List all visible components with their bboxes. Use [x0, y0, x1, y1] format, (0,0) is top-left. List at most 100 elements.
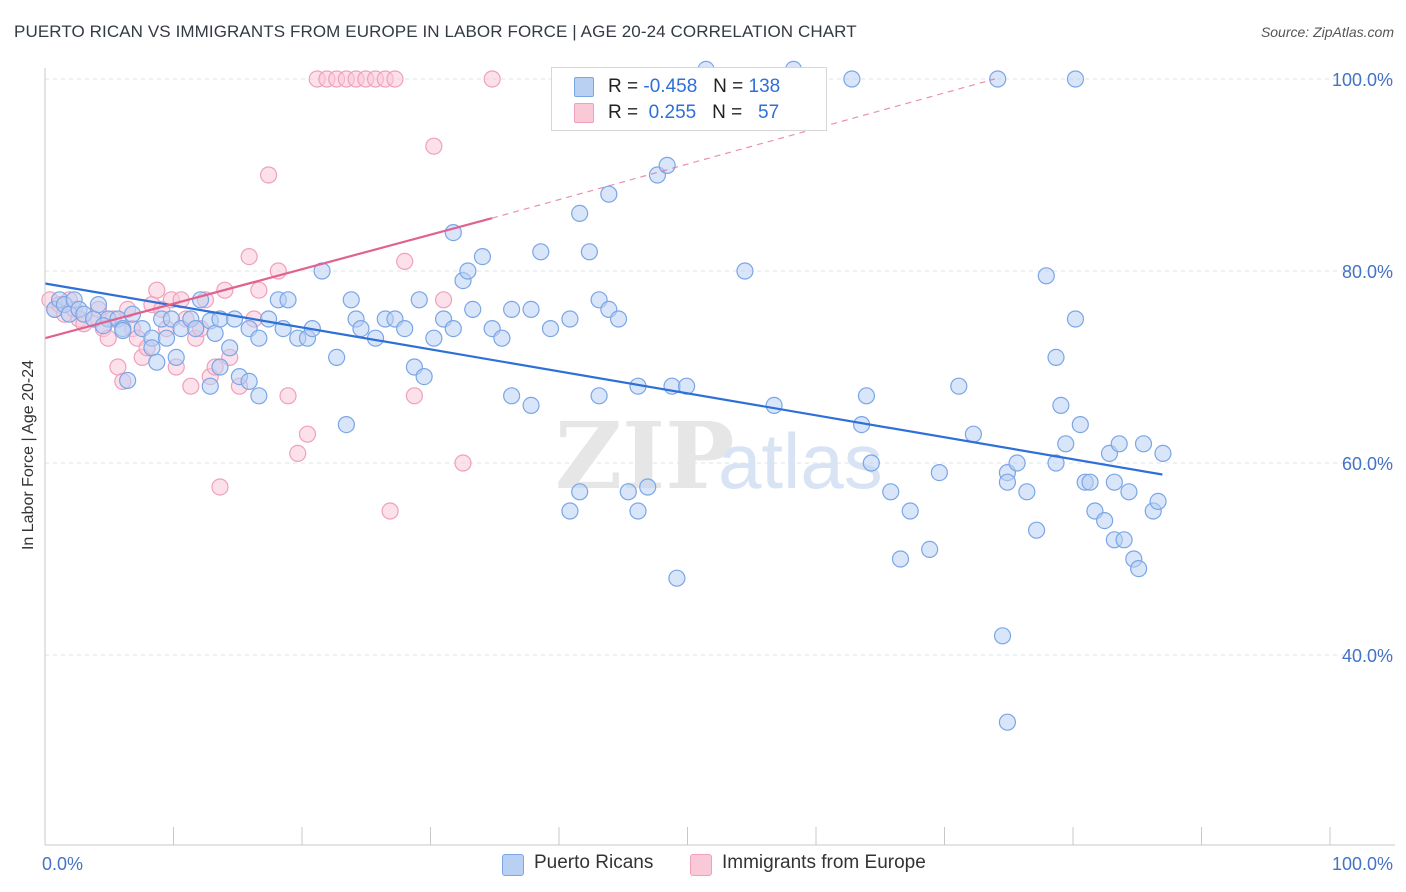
- data-point: [211, 358, 229, 376]
- data-point: [993, 627, 1012, 645]
- data-point: [109, 358, 127, 376]
- trend-lines: [44, 78, 1163, 476]
- x-tick-label: 0.0%: [42, 854, 83, 874]
- data-point: [1120, 483, 1138, 501]
- data-point: [1149, 492, 1167, 510]
- trend-line-puerto-ricans: [44, 282, 1163, 476]
- r-value: -0.458: [643, 76, 698, 97]
- y-axis-title: In Labor Force | Age 20-24: [20, 360, 37, 550]
- n-value: 57: [758, 102, 780, 123]
- data-point: [148, 281, 166, 299]
- data-point: [114, 321, 132, 340]
- data-point: [1105, 473, 1123, 491]
- y-tick-label: 100.0%: [1332, 70, 1393, 90]
- data-point: [1052, 396, 1070, 414]
- data-point: [425, 329, 443, 347]
- data-point: [1154, 444, 1172, 462]
- data-point: [298, 425, 317, 443]
- chart-title: PUERTO RICAN VS IMMIGRANTS FROM EUROPE I…: [14, 22, 857, 41]
- source-credit: Source: ZipAtlas.com: [1260, 24, 1394, 40]
- data-point: [434, 291, 453, 309]
- data-point: [600, 185, 618, 203]
- data-point: [201, 377, 219, 395]
- data-point: [250, 329, 268, 347]
- data-point: [668, 569, 686, 587]
- data-point: [89, 296, 108, 314]
- data-point: [381, 502, 399, 520]
- n-value: 138: [748, 76, 781, 97]
- data-point: [901, 502, 919, 520]
- series-puerto-ricans: [46, 60, 1172, 731]
- data-point: [328, 348, 346, 366]
- data-point: [250, 281, 268, 299]
- data-point: [1081, 473, 1099, 491]
- data-point: [541, 320, 560, 338]
- data-point: [1008, 454, 1026, 472]
- data-point: [765, 396, 783, 414]
- data-point: [167, 348, 185, 366]
- data-point: [1115, 531, 1133, 549]
- data-point: [998, 473, 1017, 491]
- legend-swatch-pink: [574, 103, 594, 123]
- data-point: [342, 291, 360, 309]
- data-point: [225, 310, 244, 328]
- data-point: [444, 320, 462, 338]
- data-point: [182, 377, 200, 395]
- data-point: [1066, 310, 1085, 328]
- data-point: [1047, 454, 1065, 472]
- data-point: [459, 262, 477, 280]
- data-point: [639, 478, 657, 496]
- n-label: N =: [713, 76, 744, 97]
- y-tick-label: 40.0%: [1342, 646, 1393, 666]
- n-label: N =: [712, 102, 743, 123]
- data-point: [240, 248, 258, 266]
- grid-layer: 40.0% 60.0% 80.0% 100.0%: [45, 70, 1395, 666]
- data-point: [1071, 416, 1089, 434]
- data-point: [503, 387, 521, 405]
- data-point: [240, 372, 258, 390]
- data-point: [736, 262, 754, 280]
- watermark-atlas: atlas: [718, 417, 883, 505]
- data-point: [279, 291, 297, 309]
- data-point: [415, 368, 433, 386]
- data-point: [259, 310, 278, 328]
- data-point: [964, 425, 982, 443]
- data-point: [1066, 70, 1085, 88]
- data-point: [221, 339, 239, 357]
- data-point: [493, 329, 511, 347]
- data-point: [454, 454, 472, 472]
- data-point: [989, 70, 1007, 88]
- data-point: [119, 371, 137, 390]
- trend-line-immigrants-from-europe: [44, 217, 493, 340]
- data-point: [1037, 267, 1055, 285]
- data-point: [658, 156, 676, 174]
- data-point: [1134, 435, 1153, 453]
- data-point: [532, 243, 550, 261]
- data-point: [1096, 511, 1114, 530]
- data-point: [483, 70, 501, 88]
- data-point: [157, 329, 176, 347]
- data-point: [921, 540, 939, 559]
- data-point: [279, 387, 297, 405]
- data-point: [386, 70, 404, 88]
- data-point: [882, 483, 900, 501]
- data-point: [289, 444, 307, 462]
- data-point: [609, 310, 628, 328]
- r-label: R =: [608, 76, 639, 97]
- legend-swatch-blue: [574, 77, 594, 97]
- data-point: [571, 483, 589, 501]
- data-point: [561, 310, 579, 328]
- data-point: [187, 320, 205, 338]
- data-point: [1130, 559, 1148, 578]
- data-point: [464, 300, 482, 318]
- data-point: [206, 324, 224, 342]
- bottom-legend-label: Puerto Ricans: [534, 852, 654, 873]
- data-point: [396, 252, 414, 270]
- data-point: [619, 483, 637, 501]
- data-point: [250, 387, 268, 405]
- bottom-legend-swatch-blue: [502, 854, 524, 876]
- data-point: [1110, 435, 1128, 453]
- data-point: [862, 454, 880, 472]
- data-point: [891, 550, 910, 568]
